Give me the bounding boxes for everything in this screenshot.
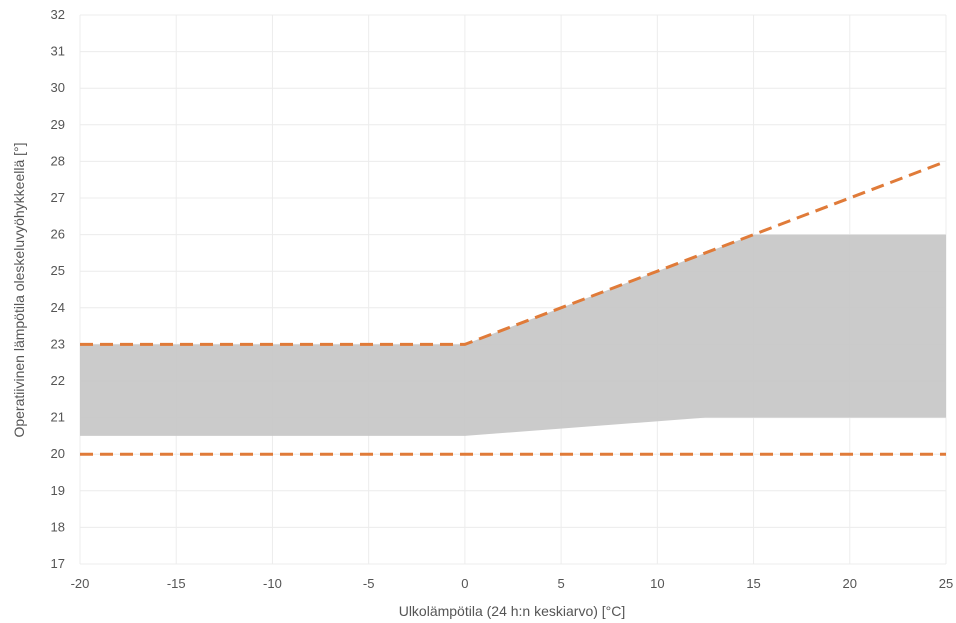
x-tick-label: -5 — [363, 576, 375, 591]
y-tick-label: 22 — [51, 373, 65, 388]
x-tick-label: 5 — [557, 576, 564, 591]
y-tick-label: 24 — [51, 300, 65, 315]
y-tick-label: 25 — [51, 263, 65, 278]
x-tick-label: 25 — [939, 576, 953, 591]
x-tick-label: 0 — [461, 576, 468, 591]
y-tick-label: 23 — [51, 336, 65, 351]
y-tick-label: 17 — [51, 556, 65, 571]
y-axis-title: Operatiivinen lämpötila oleskeluvyöhykke… — [11, 142, 27, 437]
x-tick-label: 10 — [650, 576, 664, 591]
y-tick-label: 31 — [51, 44, 65, 59]
y-tick-label: 29 — [51, 117, 65, 132]
upper-limit-dashed-line — [80, 159, 947, 346]
y-tick-label: 19 — [51, 483, 65, 498]
x-tick-label: -10 — [263, 576, 282, 591]
y-tick-labels: 17 18 19 20 21 22 23 24 25 26 27 28 29 30 31 32 — [51, 7, 65, 571]
y-tick-label: 20 — [51, 446, 65, 461]
y-tick-label: 18 — [51, 519, 65, 534]
comfort-band — [80, 234, 946, 436]
x-tick-label: -20 — [71, 576, 90, 591]
x-tick-labels: -20 -15 -10 -5 0 5 10 15 20 25 — [71, 576, 954, 591]
x-tick-label: 15 — [746, 576, 760, 591]
y-tick-label: 26 — [51, 227, 65, 242]
y-tick-label: 32 — [51, 7, 65, 22]
x-tick-label: -15 — [167, 576, 186, 591]
y-tick-label: 21 — [51, 410, 65, 425]
x-tick-label: 20 — [843, 576, 857, 591]
x-axis-title: Ulkolämpötila (24 h:n keskiarvo) [°C] — [399, 603, 626, 619]
dashed-lines-layer — [80, 159, 947, 456]
comfort-band-layer — [80, 234, 946, 436]
y-tick-label: 30 — [51, 80, 65, 95]
y-tick-label: 27 — [51, 190, 65, 205]
y-tick-label: 28 — [51, 153, 65, 168]
